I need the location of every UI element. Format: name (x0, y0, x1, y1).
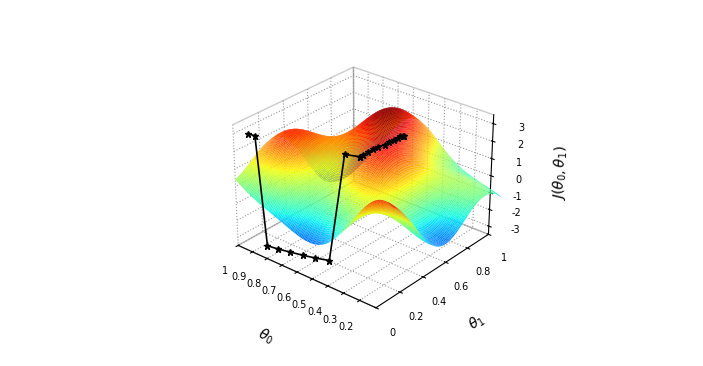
Y-axis label: $\theta_1$: $\theta_1$ (465, 311, 488, 334)
X-axis label: $\theta_0$: $\theta_0$ (255, 325, 277, 348)
